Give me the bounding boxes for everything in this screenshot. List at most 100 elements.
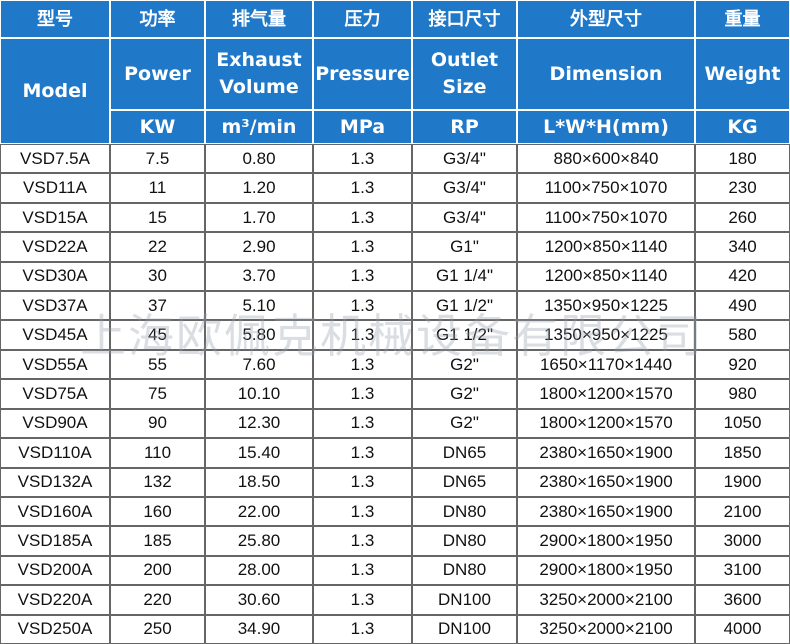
table-cell: G2" xyxy=(412,379,517,409)
table-cell: 1.70 xyxy=(205,202,313,233)
table-cell: 490 xyxy=(695,291,790,321)
table-cell: 1.3 xyxy=(313,173,412,203)
table-cell: G2" xyxy=(412,408,517,439)
table-cell: 22 xyxy=(110,232,205,262)
table-cell: 1800×1200×1570 xyxy=(517,408,695,439)
table-cell: 2900×1800×1950 xyxy=(517,555,695,586)
table-cell: 260 xyxy=(695,202,790,233)
table-cell: 5.80 xyxy=(205,320,313,350)
table-cell: G3/4" xyxy=(412,144,517,174)
table-cell: 30 xyxy=(110,261,205,292)
table-cell: 2900×1800×1950 xyxy=(517,526,695,556)
table-cell: DN80 xyxy=(412,496,517,527)
table-cell: 37 xyxy=(110,291,205,321)
table-cell: G1 1/2" xyxy=(412,320,517,350)
table-cell: 5.10 xyxy=(205,291,313,321)
table-cell: 1.3 xyxy=(313,202,412,233)
table-cell: VSD185A xyxy=(0,526,110,556)
header-unit: m³/min xyxy=(205,110,313,144)
header-chinese: 压力 xyxy=(313,0,412,38)
header-unit: L*W*H(mm) xyxy=(517,110,695,144)
table-cell: 1650×1170×1440 xyxy=(517,349,695,380)
table-cell: 1.3 xyxy=(313,467,412,497)
table-cell: 1200×850×1140 xyxy=(517,261,695,292)
table-cell: VSD37A xyxy=(0,291,110,321)
table-cell: 980 xyxy=(695,379,790,409)
header-unit: KW xyxy=(110,110,205,144)
table-cell: 420 xyxy=(695,261,790,292)
table-cell: 0.80 xyxy=(205,144,313,174)
table-cell: VSD132A xyxy=(0,467,110,497)
table-cell: 340 xyxy=(695,232,790,262)
header-chinese: 重量 xyxy=(695,0,790,38)
table-cell: 7.60 xyxy=(205,349,313,380)
table-cell: 1.3 xyxy=(313,349,412,380)
table-cell: 1.3 xyxy=(313,585,412,615)
table-cell: 3.70 xyxy=(205,261,313,292)
table-cell: 55 xyxy=(110,349,205,380)
table-cell: 3250×2000×2100 xyxy=(517,585,695,615)
table-cell: VSD110A xyxy=(0,438,110,468)
table-cell: 11 xyxy=(110,173,205,203)
table-cell: VSD220A xyxy=(0,585,110,615)
table-cell: G1 1/4" xyxy=(412,261,517,292)
table-cell: 920 xyxy=(695,349,790,380)
table-cell: 30.60 xyxy=(205,585,313,615)
header-unit: KG xyxy=(695,110,790,144)
table-cell: VSD22A xyxy=(0,232,110,262)
table-cell: 1100×750×1070 xyxy=(517,202,695,233)
table-cell: DN80 xyxy=(412,526,517,556)
table-cell: 1.3 xyxy=(313,291,412,321)
table-cell: VSD75A xyxy=(0,379,110,409)
table-cell: 580 xyxy=(695,320,790,350)
table-cell: 880×600×840 xyxy=(517,144,695,174)
table-cell: 90 xyxy=(110,408,205,439)
table-cell: VSD45A xyxy=(0,320,110,350)
table-cell: G1" xyxy=(412,232,517,262)
table-cell: G3/4" xyxy=(412,202,517,233)
table-cell: 185 xyxy=(110,526,205,556)
table-cell: 12.30 xyxy=(205,408,313,439)
table-cell: 22.00 xyxy=(205,496,313,527)
table-cell: G3/4" xyxy=(412,173,517,203)
table-cell: 1.3 xyxy=(313,232,412,262)
table-cell: 220 xyxy=(110,585,205,615)
header-chinese: 外型尺寸 xyxy=(517,0,695,38)
table-cell: 1.3 xyxy=(313,438,412,468)
table-cell: 110 xyxy=(110,438,205,468)
table-cell: 3600 xyxy=(695,585,790,615)
table-cell: 1050 xyxy=(695,408,790,439)
header-chinese: 排气量 xyxy=(205,0,313,38)
table-cell: 4000 xyxy=(695,614,790,644)
table-cell: 1200×850×1140 xyxy=(517,232,695,262)
table-cell: 2.90 xyxy=(205,232,313,262)
table-cell: 1350×950×1225 xyxy=(517,320,695,350)
table-cell: 75 xyxy=(110,379,205,409)
table-cell: 2380×1650×1900 xyxy=(517,496,695,527)
table-cell: 200 xyxy=(110,555,205,586)
table-cell: VSD250A xyxy=(0,614,110,644)
table-cell: 45 xyxy=(110,320,205,350)
table-cell: 2380×1650×1900 xyxy=(517,438,695,468)
table-cell: 2100 xyxy=(695,496,790,527)
table-cell: 1.3 xyxy=(313,496,412,527)
header-chinese: 功率 xyxy=(110,0,205,38)
table-cell: VSD11A xyxy=(0,173,110,203)
table-cell: 10.10 xyxy=(205,379,313,409)
header-chinese: 接口尺寸 xyxy=(412,0,517,38)
table-cell: DN65 xyxy=(412,438,517,468)
table-cell: 1.3 xyxy=(313,379,412,409)
table-cell: VSD30A xyxy=(0,261,110,292)
table-cell: 1.3 xyxy=(313,408,412,439)
table-cell: 1.3 xyxy=(313,526,412,556)
header-english: Weight xyxy=(695,38,790,110)
table-cell: 1850 xyxy=(695,438,790,468)
table-cell: VSD55A xyxy=(0,349,110,380)
header-english: Outlet Size xyxy=(412,38,517,110)
table-cell: 250 xyxy=(110,614,205,644)
table-cell: 1900 xyxy=(695,467,790,497)
header-english: Power xyxy=(110,38,205,110)
table-cell: 1.3 xyxy=(313,144,412,174)
header-english: Model xyxy=(0,38,110,144)
